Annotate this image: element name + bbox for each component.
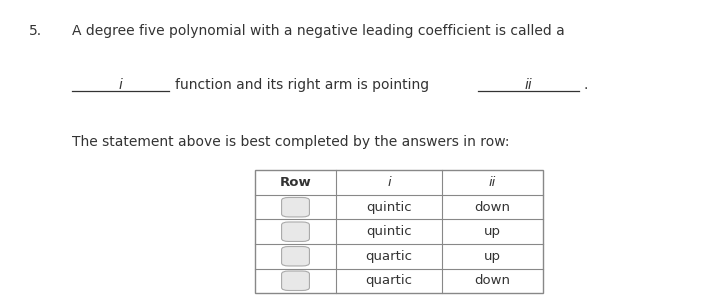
Text: quartic: quartic bbox=[365, 274, 413, 287]
Text: quintic: quintic bbox=[366, 201, 412, 214]
Text: up: up bbox=[484, 250, 501, 263]
Text: quartic: quartic bbox=[365, 250, 413, 263]
Text: ii: ii bbox=[525, 78, 532, 92]
Text: i: i bbox=[387, 176, 391, 189]
Text: quintic: quintic bbox=[366, 225, 412, 238]
Text: down: down bbox=[475, 201, 510, 214]
Text: down: down bbox=[475, 274, 510, 287]
Text: i: i bbox=[119, 78, 122, 92]
FancyBboxPatch shape bbox=[282, 271, 309, 291]
Text: up: up bbox=[484, 225, 501, 238]
FancyBboxPatch shape bbox=[282, 222, 309, 242]
Text: The statement above is best completed by the answers in row:: The statement above is best completed by… bbox=[72, 135, 509, 149]
Text: Row: Row bbox=[280, 176, 311, 189]
Text: 5.: 5. bbox=[29, 24, 42, 38]
Text: .: . bbox=[583, 78, 587, 92]
FancyBboxPatch shape bbox=[282, 246, 309, 266]
Text: function and its right arm is pointing: function and its right arm is pointing bbox=[175, 78, 429, 92]
FancyBboxPatch shape bbox=[282, 197, 309, 217]
Text: A degree five polynomial with a negative leading coefficient is called a: A degree five polynomial with a negative… bbox=[72, 24, 564, 38]
Text: ii: ii bbox=[489, 176, 496, 189]
